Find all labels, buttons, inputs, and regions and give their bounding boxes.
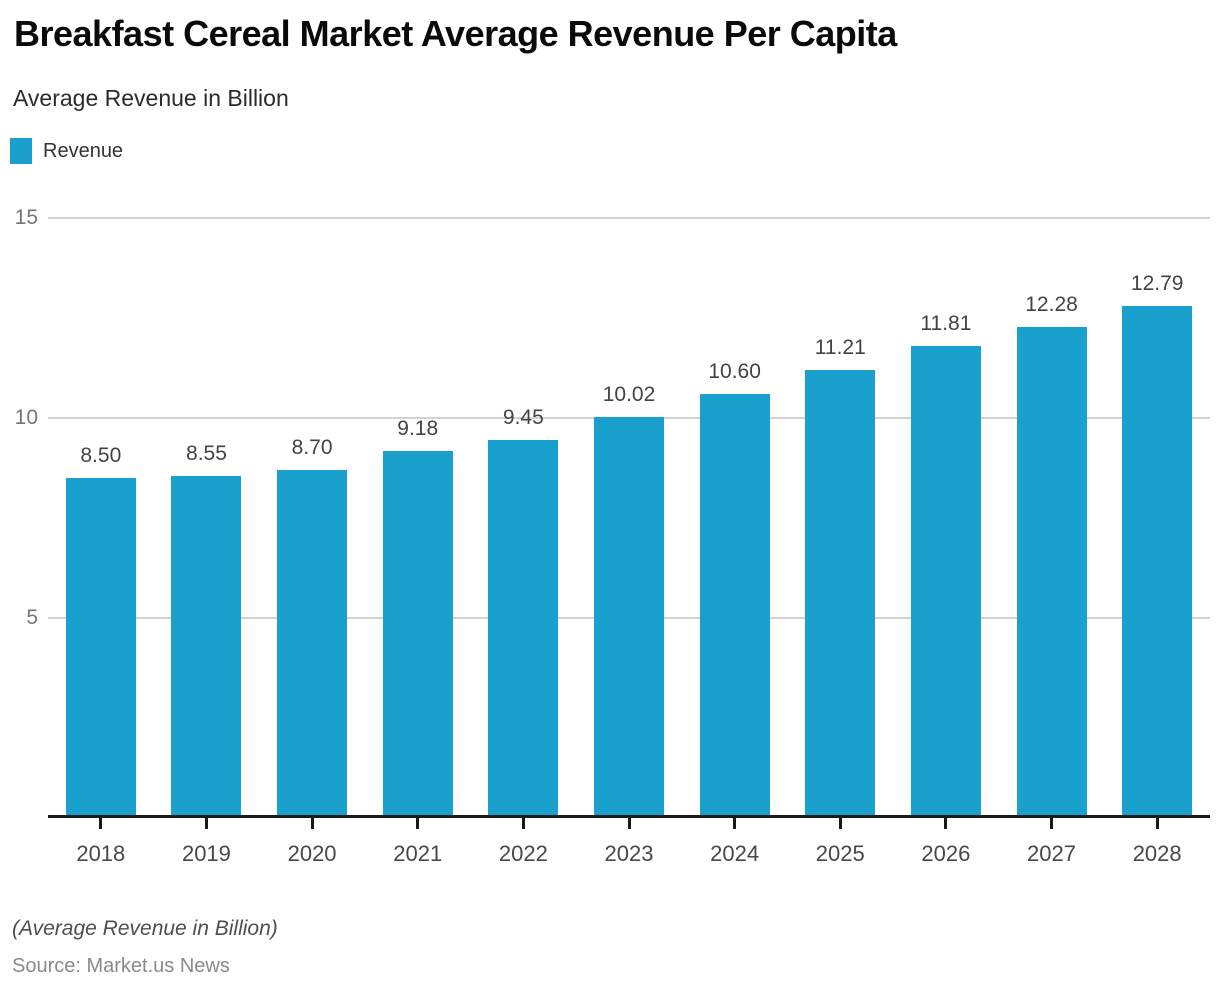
footer-source: Source: Market.us News [12,955,230,977]
gridline [48,217,1210,219]
bar-value-label: 9.45 [502,406,544,429]
x-axis-tick [838,818,842,829]
bar-value-label: 11.21 [814,336,866,359]
bar-value-label: 10.02 [602,383,656,406]
bar-2023 [594,417,664,818]
legend-swatch-icon [10,138,32,164]
y-axis-tick-label: 5 [26,606,38,629]
x-axis-tick [416,818,420,829]
bar-value-label: 8.55 [186,442,227,465]
bar-2026 [910,346,981,818]
footer: (Average Revenue in Billion) Source: Mar… [12,916,1208,978]
x-axis-label: 2021 [393,841,443,866]
x-axis-tick [204,818,208,829]
x-axis-label: 2028 [1132,841,1182,866]
chart-page: Breakfast Cereal Market Average Revenue … [0,13,1220,1007]
x-axis-tick [627,818,631,829]
bar-value-label: 8.70 [291,436,333,459]
x-axis-label: 2025 [815,841,865,866]
bar-2022 [488,440,559,818]
footer-note: (Average Revenue in Billion) [12,917,278,940]
bar-value-label: 12.28 [1025,293,1078,316]
bar-2018 [65,478,136,818]
y-axis-tick-label: 15 [14,206,38,229]
bar-chart: 5 10 15 8.50 2018 8.55 2019 8.70 2020 9.18 2021 9.4… [0,167,1220,877]
bar-2019 [171,476,242,818]
x-axis-label: 2020 [287,841,337,866]
x-axis-tick [99,818,103,829]
x-axis-label: 2024 [710,841,760,866]
x-axis-label: 2027 [1027,841,1076,866]
bar-2020 [277,470,348,818]
bar-value-label: 11.81 [920,312,972,335]
x-axis-tick [733,818,737,829]
bar-value-label: 10.60 [708,360,761,383]
x-axis-label: 2022 [498,841,548,866]
bar-value-label: 12.79 [1130,272,1184,295]
x-axis-tick [1050,818,1054,829]
bar-2027 [1016,327,1087,818]
x-axis-tick [310,818,314,829]
x-axis-tick [1155,818,1159,829]
bar-2028 [1122,306,1193,818]
x-axis-label: 2018 [76,841,126,866]
bar-2025 [805,370,876,818]
legend-label: Revenue [43,139,124,162]
legend: Revenue [10,138,1210,164]
bar-2024 [699,394,770,818]
chart-subtitle: Average Revenue in Billion [13,85,289,111]
bar-value-label: 8.50 [80,444,122,467]
x-axis-label: 2026 [921,841,971,866]
x-axis-tick [944,818,948,829]
chart-title: Breakfast Cereal Market Average Revenue … [14,13,897,54]
x-axis-label: 2019 [181,841,231,866]
bar-value-label: 9.18 [397,417,439,440]
bar-2021 [382,451,453,818]
x-axis-tick [521,818,525,829]
x-axis-label: 2023 [604,841,654,866]
y-axis-tick-label: 10 [14,406,38,429]
x-axis-line [48,815,1210,818]
